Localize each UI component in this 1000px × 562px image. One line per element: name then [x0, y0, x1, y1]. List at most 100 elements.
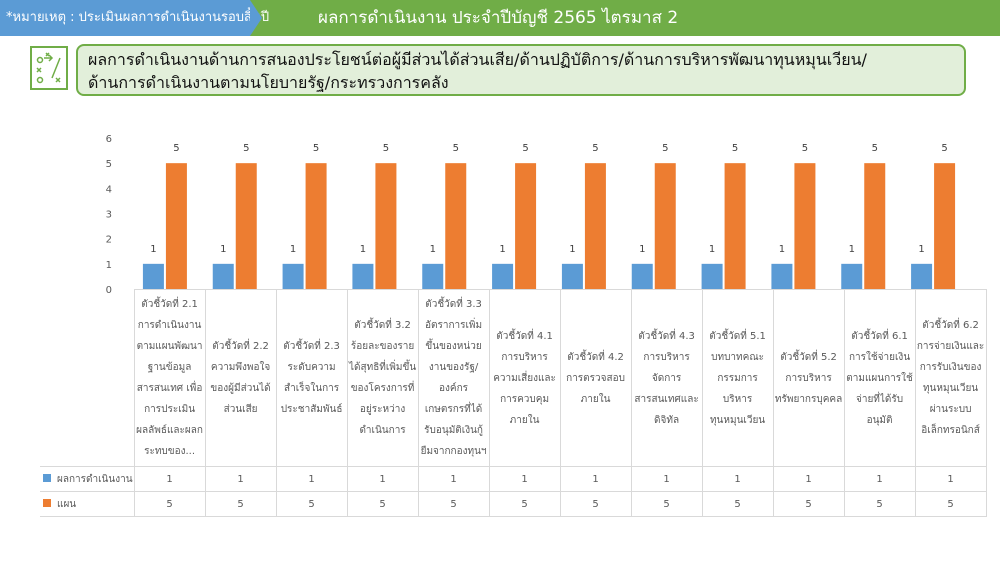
table-value: 1 — [417, 466, 490, 492]
category-label: ตัวชี้วัดที่ 2.1 การดำเนินงานตามแผนพัฒนา… — [133, 289, 206, 467]
table-value: 1 — [630, 466, 703, 492]
bar-actual — [142, 263, 164, 289]
bar-plan — [864, 163, 886, 289]
header-bar: *หมายเหตุ : ประเมินผลการดำเนินงานรอบสิ้น… — [0, 0, 1000, 36]
data-label: 5 — [243, 143, 249, 154]
section-title-line2: ด้านการดำเนินงานตามนโยบายรัฐ/กระทรวงการค… — [88, 73, 449, 92]
y-tick-label: 3 — [106, 210, 112, 221]
category-label: ตัวชี้วัดที่ 6.2 การจ่ายเงินและการรับเงิ… — [914, 289, 987, 467]
table-value: 1 — [559, 466, 632, 492]
section-title-line1: ผลการดำเนินงานด้านการสนองประโยชน์ต่อผู้ม… — [88, 50, 867, 69]
bar-actual — [631, 263, 653, 289]
data-label: 5 — [313, 143, 319, 154]
bar-plan — [235, 163, 257, 289]
category-label: ตัวชี้วัดที่ 4.2 การตรวจสอบภายใน — [559, 289, 632, 467]
table-value: 5 — [701, 491, 774, 517]
data-label: 5 — [872, 143, 878, 154]
chart-data-table: ตัวชี้วัดที่ 2.1 การดำเนินงานตามแผนพัฒนา… — [40, 289, 987, 517]
table-value: 5 — [417, 491, 490, 517]
bar-actual — [212, 263, 234, 289]
category-label: ตัวชี้วัดที่ 2.3 ระดับความสำเร็จในการประ… — [275, 289, 348, 467]
legend-label-actual: ผลการดำเนินงาน — [57, 473, 133, 485]
legend-label-plan: แผน — [57, 498, 77, 510]
data-label: 1 — [499, 244, 505, 255]
table-value: 1 — [701, 466, 774, 492]
category-label: ตัวชี้วัดที่ 5.2 การบริหารทรัพยากรบุคคล — [772, 289, 845, 467]
bar-plan — [934, 163, 956, 289]
data-label: 1 — [290, 244, 296, 255]
table-value: 1 — [275, 466, 348, 492]
y-tick-label: 5 — [106, 159, 112, 170]
bar-actual — [771, 263, 793, 289]
bar-actual — [492, 263, 514, 289]
table-value: 5 — [204, 491, 277, 517]
strategy-board-icon — [30, 46, 68, 90]
bar-plan — [654, 163, 676, 289]
table-value: 5 — [914, 491, 987, 517]
bar-actual — [282, 263, 304, 289]
bar-plan — [584, 163, 606, 289]
data-label: 1 — [220, 244, 226, 255]
data-label: 1 — [430, 244, 436, 255]
data-label: 1 — [918, 244, 924, 255]
bar-plan — [445, 163, 467, 289]
table-value: 5 — [275, 491, 348, 517]
bar-plan — [724, 163, 746, 289]
data-label: 1 — [639, 244, 645, 255]
page-title: ผลการดำเนินงาน ประจำปีบัญชี 2565 ไตรมาส … — [318, 8, 679, 28]
table-corner — [40, 289, 135, 467]
bar-actual — [422, 263, 444, 289]
category-label: ตัวชี้วัดที่ 3.3 อัตราการเพิ่มขึ้นของหน่… — [417, 289, 490, 467]
table-value: 5 — [559, 491, 632, 517]
data-label: 5 — [453, 143, 459, 154]
data-label: 5 — [941, 143, 947, 154]
table-value: 5 — [133, 491, 206, 517]
table-value: 5 — [488, 491, 561, 517]
category-label: ตัวชี้วัดที่ 6.1 การใช้จ่ายเงินตามแผนการ… — [843, 289, 916, 467]
data-label: 5 — [662, 143, 668, 154]
table-value: 1 — [488, 466, 561, 492]
category-label: ตัวชี้วัดที่ 5.1 บทบาทคณะกรรมการบริหารทุ… — [701, 289, 774, 467]
table-value: 1 — [204, 466, 277, 492]
data-label: 5 — [592, 143, 598, 154]
bar-plan — [305, 163, 327, 289]
bar-actual — [911, 263, 933, 289]
category-label: ตัวชี้วัดที่ 3.2 ร้อยละของรายได้สุทธิที่… — [346, 289, 419, 467]
bar-actual — [701, 263, 723, 289]
category-label: ตัวชี้วัดที่ 4.3 การบริหารจัดการสารสนเทศ… — [630, 289, 703, 467]
y-tick-label: 6 — [106, 134, 112, 145]
bar-actual — [841, 263, 863, 289]
section-title: ผลการดำเนินงานด้านการสนองประโยชน์ต่อผู้ม… — [76, 44, 966, 96]
legend-swatch-plan — [43, 498, 51, 507]
table-value: 5 — [772, 491, 845, 517]
bar-actual — [561, 263, 583, 289]
table-value: 1 — [772, 466, 845, 492]
legend-plan: แผน — [40, 491, 135, 517]
data-label: 1 — [569, 244, 575, 255]
table-value: 1 — [843, 466, 916, 492]
evaluation-note: *หมายเหตุ : ประเมินผลการดำเนินงานรอบสิ้น… — [0, 0, 269, 36]
legend-actual: ผลการดำเนินงาน — [40, 466, 135, 492]
category-label: ตัวชี้วัดที่ 2.2 ความพึงพอใจของผู้มีส่วน… — [204, 289, 277, 467]
y-tick-label: 4 — [106, 184, 112, 195]
table-value: 5 — [843, 491, 916, 517]
data-label: 1 — [709, 244, 715, 255]
bar-plan — [515, 163, 537, 289]
data-label: 1 — [150, 244, 156, 255]
data-label: 1 — [849, 244, 855, 255]
category-label: ตัวชี้วัดที่ 4.1 การบริหารความเสี่ยงและก… — [488, 289, 561, 467]
table-value: 1 — [133, 466, 206, 492]
bar-plan — [375, 163, 397, 289]
bar-actual — [352, 263, 374, 289]
table-value: 5 — [346, 491, 419, 517]
data-label: 5 — [802, 143, 808, 154]
bar-plan — [165, 163, 187, 289]
y-tick-label: 1 — [106, 260, 112, 271]
data-label: 1 — [779, 244, 785, 255]
data-label: 5 — [173, 143, 179, 154]
data-label: 5 — [732, 143, 738, 154]
table-value: 1 — [346, 466, 419, 492]
bar-plan — [794, 163, 816, 289]
data-label: 5 — [383, 143, 389, 154]
